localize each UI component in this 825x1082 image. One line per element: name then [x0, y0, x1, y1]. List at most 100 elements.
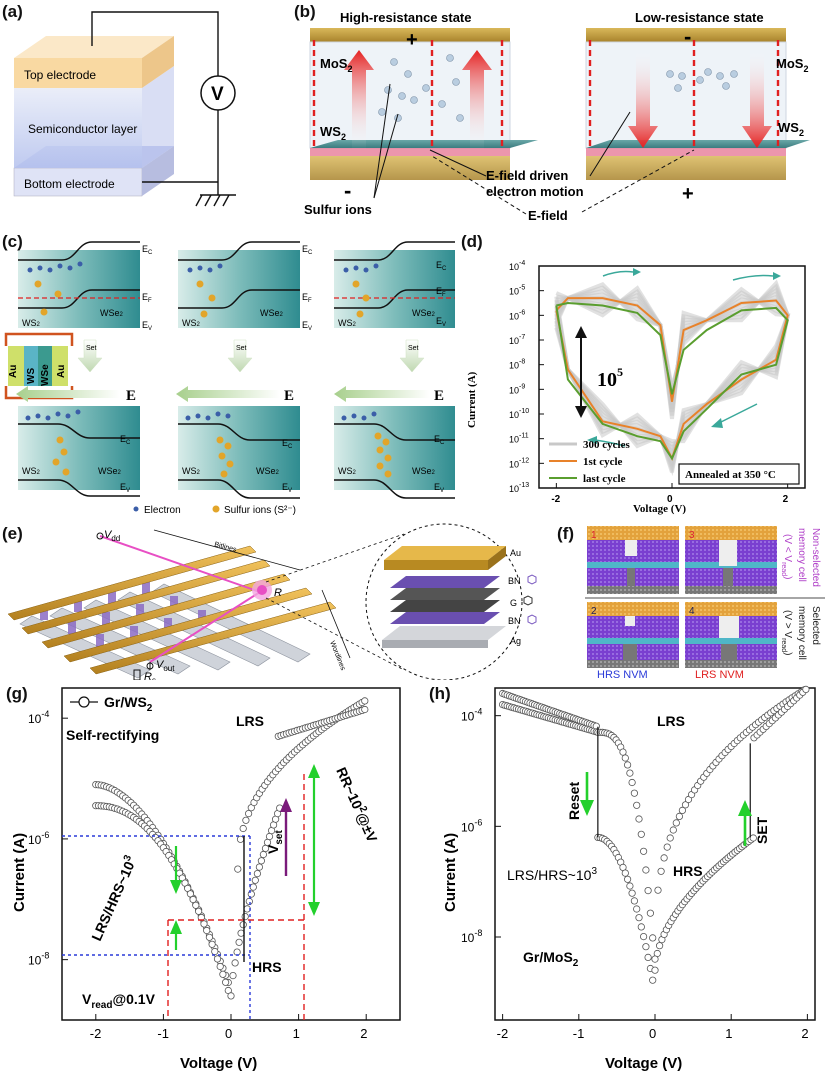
data-point [660, 854, 668, 862]
ratio-label: LRS/HRS~103 [507, 866, 597, 883]
hrs-mos2: MoS2 [320, 56, 352, 74]
data-point [621, 754, 629, 762]
condition-non: (V < Vread) [780, 534, 793, 579]
y-tick-label: 10-6 [461, 817, 482, 834]
panel-c: (c) [0, 228, 456, 518]
e-field-arrows: E E E [16, 386, 444, 404]
lrs-device: - + MoS2 WS2 [585, 24, 810, 205]
set-label: SET [754, 816, 770, 844]
vout-label: Vout [156, 659, 175, 673]
snapshot-3 [685, 526, 777, 594]
data-point [186, 890, 194, 898]
y-tick-label: 10-6 [28, 830, 49, 847]
legend-electron: Electron [144, 505, 181, 516]
data-point [646, 909, 654, 917]
data-point [626, 769, 634, 777]
efield-driven-label: E-field driven [486, 168, 568, 183]
data-point [672, 819, 680, 827]
data-point [621, 869, 629, 877]
data-point [208, 940, 216, 948]
legend-1st: 1st cycle [583, 456, 623, 468]
ec-b2: EC [282, 438, 293, 450]
band-top-2 [178, 241, 300, 328]
data-point [229, 971, 237, 980]
lrs-mos2: MoS2 [776, 56, 808, 74]
data-point [192, 901, 200, 909]
vset-arrow [280, 798, 292, 876]
ws2-b2: WS2 [182, 466, 201, 476]
data-point [263, 838, 272, 846]
wse2-label-1: WSe2 [100, 308, 124, 318]
data-point [630, 789, 638, 797]
data-point [205, 933, 213, 941]
selected-label: Selected [810, 606, 821, 645]
lrs-ws2: WS2 [778, 120, 804, 138]
annealed-label: Annealed at 350 °C [685, 469, 776, 481]
band-bottom-1 [18, 406, 140, 497]
ef-label-3: EF [436, 286, 446, 298]
rs-label: Rs [144, 671, 156, 680]
ratio-label: 105 [597, 365, 623, 391]
ec-label-2: EC [302, 244, 313, 256]
hrs-minus: - [344, 178, 351, 203]
data-point [624, 875, 632, 883]
wse2-b1: WSe2 [98, 466, 122, 476]
data-point [216, 962, 224, 971]
hrs-nvm-label: HRS NVM [597, 669, 648, 680]
x-axis-label: Voltage (V) [605, 1055, 682, 1072]
data-point [656, 942, 664, 950]
ec-label-1: EC [142, 244, 153, 256]
lrs-label: LRS [236, 713, 264, 729]
lrs-label: LRS [657, 713, 685, 729]
e-label-2: E [284, 388, 294, 404]
y-tick-label: 10-7 [509, 334, 525, 346]
memory-cell-bottom: memory cell [796, 606, 807, 660]
data-point [678, 806, 686, 814]
vset-label: Vset [265, 830, 285, 854]
au-left: Au [8, 365, 19, 378]
wse2-stack: WSe [40, 364, 51, 386]
panel-g: (g) -2 -1 0 1 2 10-4 10-6 10-8 [0, 680, 415, 1077]
y-tick-label: 10-11 [509, 433, 529, 445]
snapshot-num-2: 2 [591, 606, 597, 617]
lrs-title: Low-resistance state [635, 10, 764, 25]
data-point [211, 947, 219, 956]
au-layer: Au [510, 548, 521, 558]
direction-arrows [587, 268, 781, 447]
band-bottom-2 [178, 406, 300, 499]
x-tick-label: 2 [360, 1026, 367, 1041]
x-tick-label: 1 [293, 1026, 300, 1041]
ws2-stack: WS [26, 368, 37, 384]
legend: 300 cycles 1st cycle last cycle [549, 439, 630, 485]
y-tick-label: 10-10 [509, 408, 529, 420]
legend-300: 300 cycles [583, 439, 630, 451]
material-label: Gr/MoS2 [523, 949, 579, 969]
panel-label: (b) [294, 2, 316, 21]
simulation-snapshots: 1 3 2 4 HRS NVM LRS NVM Non-selected mem… [585, 526, 825, 681]
data-point [257, 857, 265, 865]
data-point [642, 943, 650, 951]
ev-label-3: EV [436, 316, 446, 328]
data-point [637, 830, 645, 838]
y-tick-label: 10-6 [509, 309, 525, 321]
sulfur-legend-icon [212, 505, 220, 513]
wse2-label-3: WSe2 [412, 308, 436, 318]
data-point [249, 883, 257, 891]
data-point [628, 889, 636, 897]
data-point [654, 886, 662, 894]
panel-label: (a) [2, 2, 23, 21]
series-line-2 [555, 301, 789, 461]
legend-sulfur: Sulfur ions (S²⁻) [224, 505, 296, 516]
snapshot-num-1: 1 [591, 530, 597, 541]
hexagon-icons [523, 574, 537, 625]
vread-label: Vread@0.1V [82, 991, 156, 1011]
snapshot-num-4: 4 [689, 606, 695, 617]
voltmeter-label: V [211, 84, 224, 105]
lrs-plus: + [682, 183, 694, 205]
wse2-label-2: WSe2 [260, 308, 284, 318]
ws2-label-1: WS2 [22, 318, 41, 328]
ws2-label-3: WS2 [338, 318, 357, 328]
legend-last: last cycle [583, 473, 626, 485]
data-point [640, 847, 648, 855]
hrs-plus: + [406, 29, 418, 51]
